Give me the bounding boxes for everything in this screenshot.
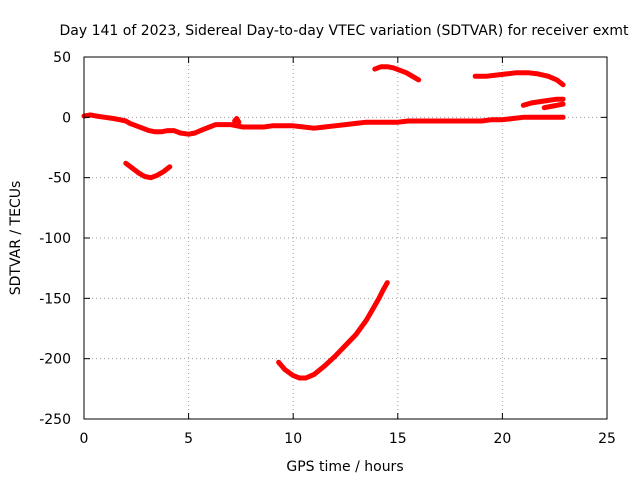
tick-layer: 0 5 10 15 20 25 50 0 -50 -100 -150 -200 -250 (39, 50, 616, 447)
series-arc-minus-40 (123, 160, 173, 181)
series-layer (81, 64, 566, 381)
x-tick-label: 20 (493, 431, 511, 447)
x-axis-label: GPS time / hours (286, 459, 403, 475)
y-tick-label: -250 (39, 412, 71, 428)
x-tick-label: 15 (389, 431, 407, 447)
y-tick-label: 0 (62, 110, 71, 126)
series-main-track (81, 112, 566, 137)
series-descent-arc (276, 280, 390, 381)
series-short-arc-lower-right (541, 101, 566, 111)
series-spike-near-7 (232, 116, 242, 125)
x-tick-label: 25 (598, 431, 616, 447)
y-tick-label: -50 (48, 171, 71, 187)
series-top-arc-right (472, 70, 566, 88)
x-tick-label: 10 (284, 431, 302, 447)
y-tick-label: 50 (53, 50, 71, 66)
chart-title: Day 141 of 2023, Sidereal Day-to-day VTE… (60, 23, 630, 39)
series-short-arc-upper-right (520, 96, 566, 108)
y-tick-label: -200 (39, 352, 71, 368)
x-tick-label: 5 (184, 431, 193, 447)
series-top-arc-mid (372, 64, 422, 83)
y-axis-label: SDTVAR / TECUs (8, 181, 24, 296)
x-tick-label: 0 (80, 431, 89, 447)
y-tick-label: -150 (39, 291, 71, 307)
y-tick-label: -100 (39, 231, 71, 247)
